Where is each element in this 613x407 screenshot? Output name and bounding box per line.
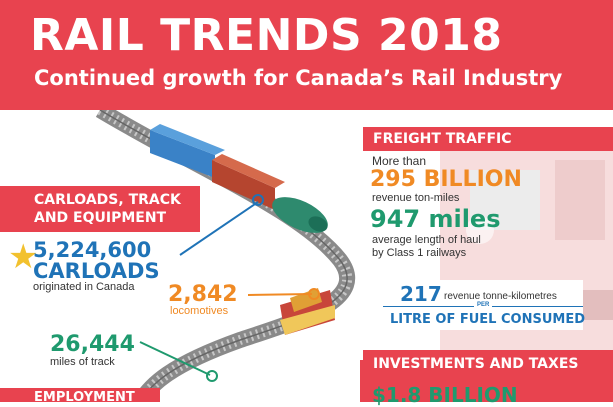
carloads-heading: CARLOADS, TRACK AND EQUIPMENT [0,186,200,232]
freight-traffic-heading: FREIGHT TRAFFIC [363,127,613,151]
carloads-value: 5,224,600 [33,238,152,262]
locomotives-connector [247,293,313,296]
employment-heading: EMPLOYMENT [0,388,160,402]
investments-heading: INVESTMENTS AND TAXES [363,350,613,378]
fuel-per-label: PER [474,302,493,308]
locomotives-caption: locomotives [170,305,229,317]
carloads-connector [179,201,259,256]
red-freight-car [212,154,285,210]
track-value: 26,444 [50,332,135,357]
carloads-heading-line2: AND EQUIPMENT [34,210,167,226]
fuel-caption: revenue tonne-kilometres [444,291,557,302]
ton-miles-caption: revenue ton-miles [372,192,460,204]
star-icon: ★ [8,238,39,276]
green-tank-car [272,197,328,233]
page-subtitle: Continued growth for Canada’s Rail Indus… [34,66,563,90]
carloads-unit: CARLOADS [33,259,160,283]
more-than-label: More than [372,154,427,168]
blue-boxcar [150,124,225,178]
locomotive [280,288,335,335]
carloads-caption: originated in Canada [33,281,135,293]
fuel-value: 217 [400,282,442,306]
locomotives-value: 2,842 [168,282,238,307]
haul-caption-line1: average length of haul [372,234,481,246]
haul-value: 947 miles [370,205,501,233]
header-banner [0,0,613,110]
track-caption: miles of track [50,356,115,368]
investments-value: $1.8 BILLION [372,383,518,407]
ton-miles-value: 295 BILLION [370,167,522,192]
track-connector [139,341,211,376]
haul-caption-line2: by Class 1 railways [372,247,467,259]
page-title: RAIL TRENDS 2018 [30,10,503,61]
carloads-heading-line1: CARLOADS, TRACK [34,192,181,208]
fuel-unit: LITRE OF FUEL CONSUMED [390,312,585,327]
